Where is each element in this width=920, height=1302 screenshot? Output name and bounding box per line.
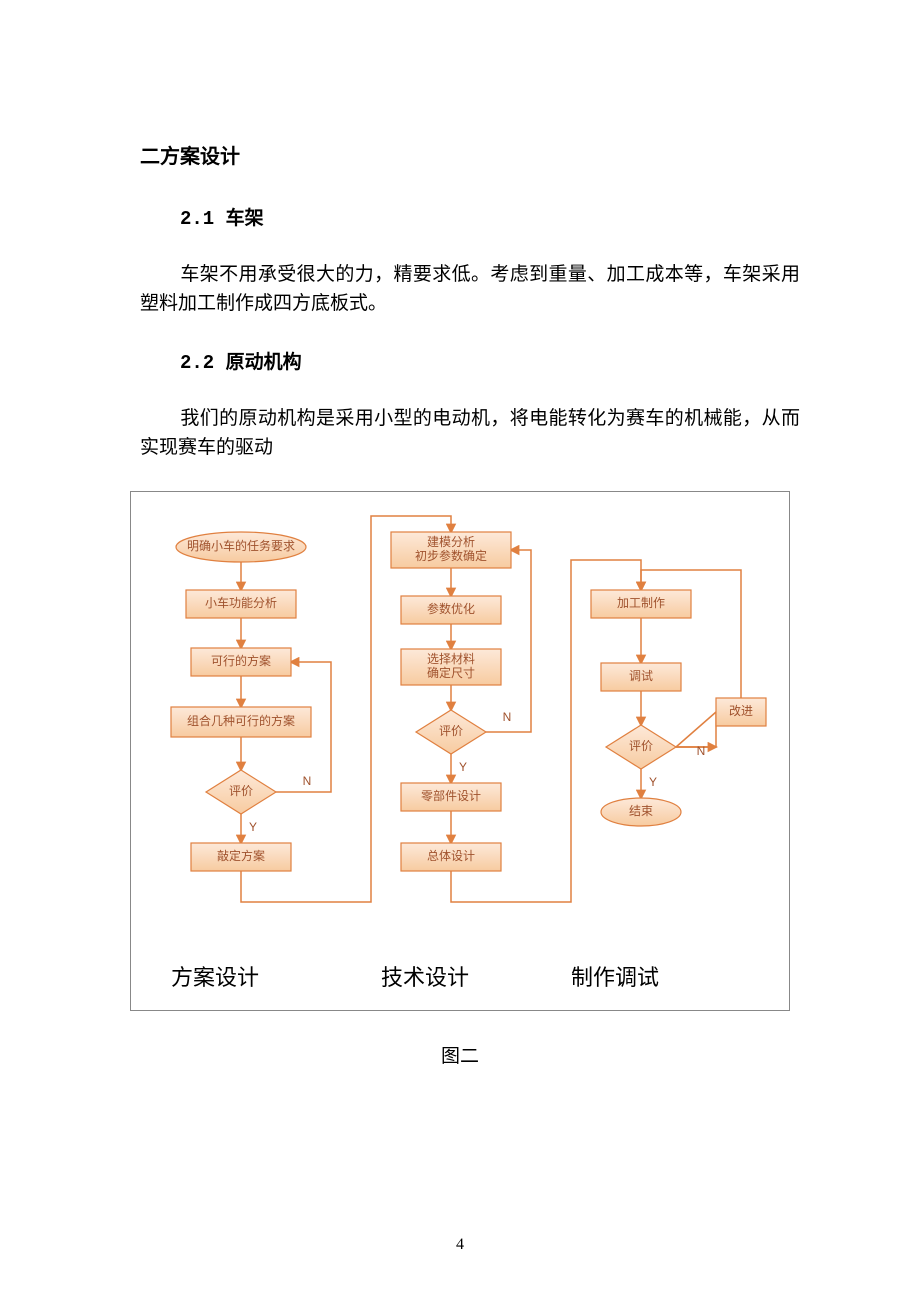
svg-text:可行的方案: 可行的方案 (211, 653, 271, 668)
svg-text:N: N (303, 774, 312, 788)
col-label-a: 方案设计 (171, 960, 259, 992)
flow-node-b5: 零部件设计 (401, 783, 501, 811)
paragraph-2-text: 我们的原动机构是采用小型的电动机，将电能转化为赛车的机械能，从而实现赛车的驱动 (140, 408, 800, 458)
svg-text:总体设计: 总体设计 (427, 849, 475, 863)
flow-node-b4: 评价 (416, 710, 486, 754)
heading-sub-1: 2.1 车架 (180, 203, 800, 230)
svg-text:加工制作: 加工制作 (617, 596, 665, 610)
flow-node-a1: 明确小车的任务要求 (176, 532, 306, 562)
flow-node-b2: 参数优化 (401, 596, 501, 624)
figure-frame: YYYNNN明确小车的任务要求小车功能分析可行的方案组合几种可行的方案评价敲定方… (130, 491, 790, 1011)
flow-node-b1: 建模分析初步参数确定 (391, 532, 511, 568)
svg-text:零部件设计: 零部件设计 (421, 788, 481, 803)
svg-text:N: N (697, 744, 706, 758)
col-label-b: 技术设计 (381, 960, 469, 992)
page-number: 4 (0, 1236, 920, 1254)
document-page: 二方案设计 2.1 车架 车架不用承受很大的力，精要求低。考虑到重量、加工成本等… (0, 0, 920, 1302)
flowchart-svg: YYYNNN明确小车的任务要求小车功能分析可行的方案组合几种可行的方案评价敲定方… (131, 492, 791, 1012)
svg-text:Y: Y (649, 775, 657, 789)
svg-text:初步参数确定: 初步参数确定 (415, 548, 487, 563)
svg-text:改进: 改进 (729, 704, 753, 718)
svg-text:确定尺寸: 确定尺寸 (427, 665, 475, 680)
flow-node-c4: 结束 (601, 798, 681, 826)
flow-node-a6: 敲定方案 (191, 843, 291, 871)
flow-node-a4: 组合几种可行的方案 (171, 707, 311, 737)
flow-node-b6: 总体设计 (401, 843, 501, 871)
svg-text:明确小车的任务要求: 明确小车的任务要求 (187, 538, 295, 553)
svg-text:敲定方案: 敲定方案 (217, 848, 265, 863)
flow-node-c3: 评价 (606, 725, 676, 769)
heading-main: 二方案设计 (140, 140, 800, 169)
svg-text:N: N (503, 710, 512, 724)
paragraph-1: 车架不用承受很大的力，精要求低。考虑到重量、加工成本等，车架采用塑料加工制作成四… (140, 260, 800, 319)
flow-node-c2: 调试 (601, 663, 681, 691)
svg-text:调试: 调试 (629, 668, 653, 683)
svg-text:参数优化: 参数优化 (427, 601, 475, 616)
svg-text:结束: 结束 (629, 804, 653, 818)
svg-text:评价: 评价 (629, 739, 653, 753)
svg-text:评价: 评价 (229, 784, 253, 798)
flow-node-c5: 改进 (716, 698, 766, 726)
heading-sub-2: 2.2 原动机构 (180, 347, 800, 374)
paragraph-2: 我们的原动机构是采用小型的电动机，将电能转化为赛车的机械能，从而实现赛车的驱动 (140, 404, 800, 463)
figure-caption: 图二 (130, 1041, 790, 1068)
svg-text:Y: Y (249, 820, 257, 834)
flow-node-b3: 选择材料确定尺寸 (401, 649, 501, 685)
col-label-c: 制作调试 (571, 960, 659, 992)
flow-node-c1: 加工制作 (591, 590, 691, 618)
svg-text:评价: 评价 (439, 724, 463, 738)
flow-node-a5: 评价 (206, 770, 276, 814)
svg-text:组合几种可行的方案: 组合几种可行的方案 (187, 713, 295, 728)
svg-text:Y: Y (459, 760, 467, 774)
svg-text:小车功能分析: 小车功能分析 (205, 595, 277, 610)
svg-text:选择材料: 选择材料 (427, 652, 475, 666)
flow-node-a2: 小车功能分析 (186, 590, 296, 618)
paragraph-1-text: 车架不用承受很大的力，精要求低。考虑到重量、加工成本等，车架采用塑料加工制作成四… (140, 264, 800, 314)
flow-node-a3: 可行的方案 (191, 648, 291, 676)
svg-text:建模分析: 建模分析 (427, 535, 475, 549)
